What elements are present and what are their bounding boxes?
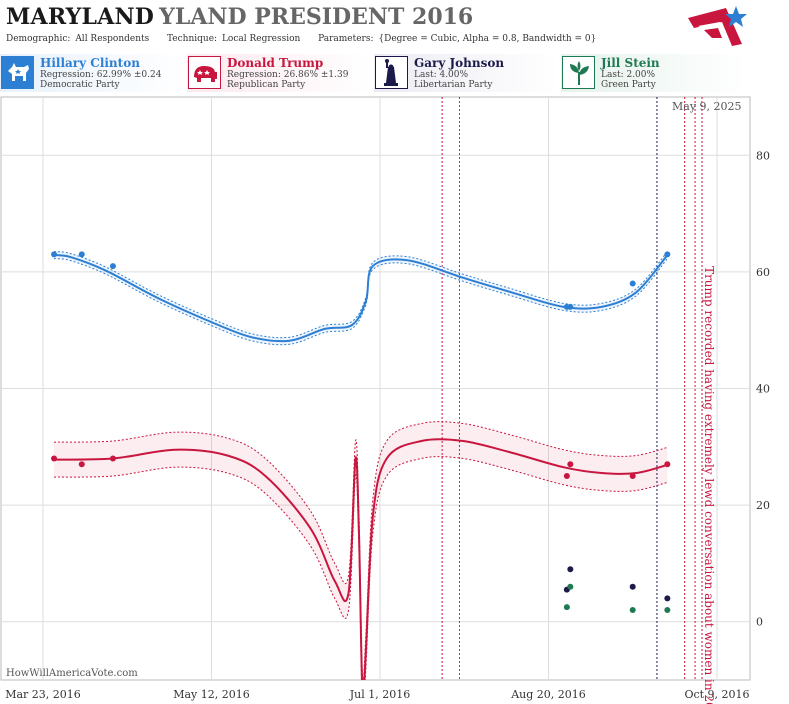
parameters-label: Parameters: [318, 34, 374, 44]
y-tick-label: 40 [756, 383, 770, 396]
data-point-johnson [664, 595, 671, 602]
x-tick-label: Aug 20, 2016 [510, 688, 586, 701]
legend-party-clinton: Democratic Party [40, 80, 120, 90]
data-point-trump [629, 472, 636, 479]
legend-name-stein: Jill Stein [601, 56, 660, 70]
data-point-stein [629, 607, 636, 614]
band-lower-clinton [53, 258, 668, 346]
legend-item-trump: Donald Trump Regression: 26.86% ±1.39 Re… [187, 54, 373, 92]
data-point-clinton [109, 263, 116, 270]
data-point-trump [78, 461, 85, 468]
data-point-trump [51, 455, 58, 462]
x-tick-label: May 12, 2016 [173, 688, 250, 701]
chart-title: MARYLAND YLAND PRESIDENT 2016 [6, 4, 473, 30]
legend-name-trump: Donald Trump [227, 56, 324, 70]
x-tick-label: Jul 1, 2016 [349, 688, 411, 701]
x-tick-label: Oct 9, 2016 [684, 688, 749, 701]
legend-name-johnson: Gary Johnson [414, 56, 505, 70]
y-tick-label: 60 [756, 266, 770, 279]
legend-party-johnson: Libertarian Party [414, 80, 493, 90]
donkey-icon [1, 56, 34, 89]
legend-item-johnson: Gary Johnson Last: 4.00% Libertarian Par… [374, 54, 560, 92]
legend-party-trump: Republican Party [227, 80, 306, 90]
date-stamp: May 9, 2025 [672, 100, 742, 113]
data-point-clinton [567, 303, 574, 310]
data-point-trump [664, 461, 671, 468]
legend-name-clinton: Hillary Clinton [40, 56, 140, 70]
statue-of-liberty-icon [375, 56, 408, 89]
legend-stat-johnson: Last: 4.00% [414, 70, 469, 80]
demographic-label: Demographic: [6, 34, 71, 44]
technique-value: Local Regression [221, 34, 301, 44]
legend-item-clinton: Hillary Clinton Regression: 62.99% ±0.24… [0, 54, 186, 92]
data-point-johnson [567, 566, 574, 573]
site-watermark: HowWillAmericaVote.com [6, 668, 138, 679]
title-race: YLAND PRESIDENT 2016 [159, 4, 474, 30]
data-point-clinton [629, 280, 636, 287]
data-point-trump [109, 455, 116, 462]
site-logo-icon [688, 6, 747, 46]
data-point-clinton [664, 251, 671, 258]
data-point-clinton [78, 251, 85, 258]
legend-stat-stein: Last: 2.00% [601, 70, 656, 80]
event-annotation: Trump recorded having extremely lewd con… [702, 266, 716, 704]
data-point-trump [567, 461, 574, 468]
data-point-clinton [51, 251, 58, 258]
plant-icon [562, 56, 595, 89]
candidate-legend: Hillary Clinton Regression: 62.99% ±0.24… [0, 54, 789, 94]
elephant-icon [188, 56, 221, 89]
x-tick-label: Mar 23, 2016 [5, 688, 81, 701]
parameters-value: {Degree = Cubic, Alpha = 0.8, Bandwidth … [378, 34, 597, 44]
data-point-johnson [629, 583, 636, 590]
legend-item-stein: Jill Stein Last: 2.00% Green Party [561, 54, 747, 92]
band-lower-trump [53, 456, 668, 680]
legend-party-stein: Green Party [601, 80, 656, 90]
data-point-trump [563, 472, 570, 479]
legend-stat-clinton: Regression: 62.99% ±0.24 [40, 70, 162, 80]
y-tick-label: 80 [756, 149, 770, 162]
demographic-value: All Respondents [75, 34, 150, 44]
data-point-stein [563, 604, 570, 611]
parameters-line: Demographic: All Respondents Technique: … [6, 34, 596, 44]
legend-stat-trump: Regression: 26.86% ±1.39 [227, 70, 349, 80]
data-point-stein [664, 607, 671, 614]
y-tick-label: 0 [756, 616, 763, 629]
technique-label: Technique: [167, 34, 218, 44]
title-state: MARYLAND [6, 4, 155, 30]
data-point-stein [567, 583, 574, 590]
regression-line-trump [53, 438, 668, 680]
chart-plot: 0 20 40 60 80 Mar 23, 2016 May 12, 2016 Jul 1, … [0, 96, 770, 704]
y-tick-label: 20 [756, 499, 770, 512]
